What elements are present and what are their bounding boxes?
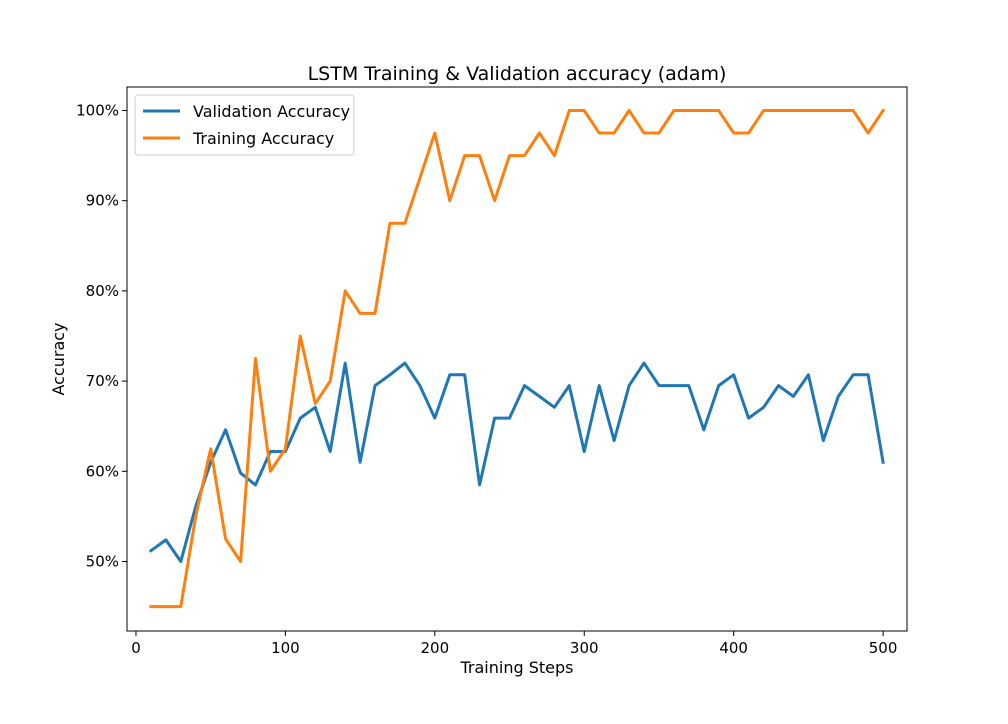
y-tick-label: 60%: [86, 462, 119, 480]
legend-label-validation: Validation Accuracy: [193, 102, 350, 121]
x-tick-label: 0: [131, 639, 141, 657]
legend: Validation Accuracy Training Accuracy: [134, 94, 355, 156]
chart-title: LSTM Training & Validation accuracy (ada…: [308, 63, 727, 85]
x-tick-label: 100: [271, 639, 300, 657]
y-tick-label: 70%: [86, 372, 119, 390]
y-axis-label: Accuracy: [49, 322, 68, 395]
x-tick-label: 200: [420, 639, 449, 657]
legend-label-training: Training Accuracy: [192, 129, 334, 148]
y-tick-label: 80%: [86, 282, 119, 300]
x-tick-label: 400: [719, 639, 748, 657]
plot-lines: [148, 108, 886, 609]
x-tick-label: 500: [869, 639, 898, 657]
series-line-0: [148, 361, 885, 563]
x-axis: 0 100 200 300 400 500: [131, 631, 897, 657]
y-tick-label: 90%: [86, 192, 119, 210]
y-tick-label: 50%: [86, 553, 119, 571]
plot-frame: [126, 86, 908, 632]
y-tick-label: 100%: [76, 101, 119, 119]
series-line-1: [149, 108, 886, 609]
legend-box: [134, 94, 355, 156]
x-axis-label: Training Steps: [460, 658, 574, 677]
y-axis: 50% 60% 70% 80% 90% 100%: [76, 101, 127, 571]
x-tick-label: 300: [570, 639, 599, 657]
